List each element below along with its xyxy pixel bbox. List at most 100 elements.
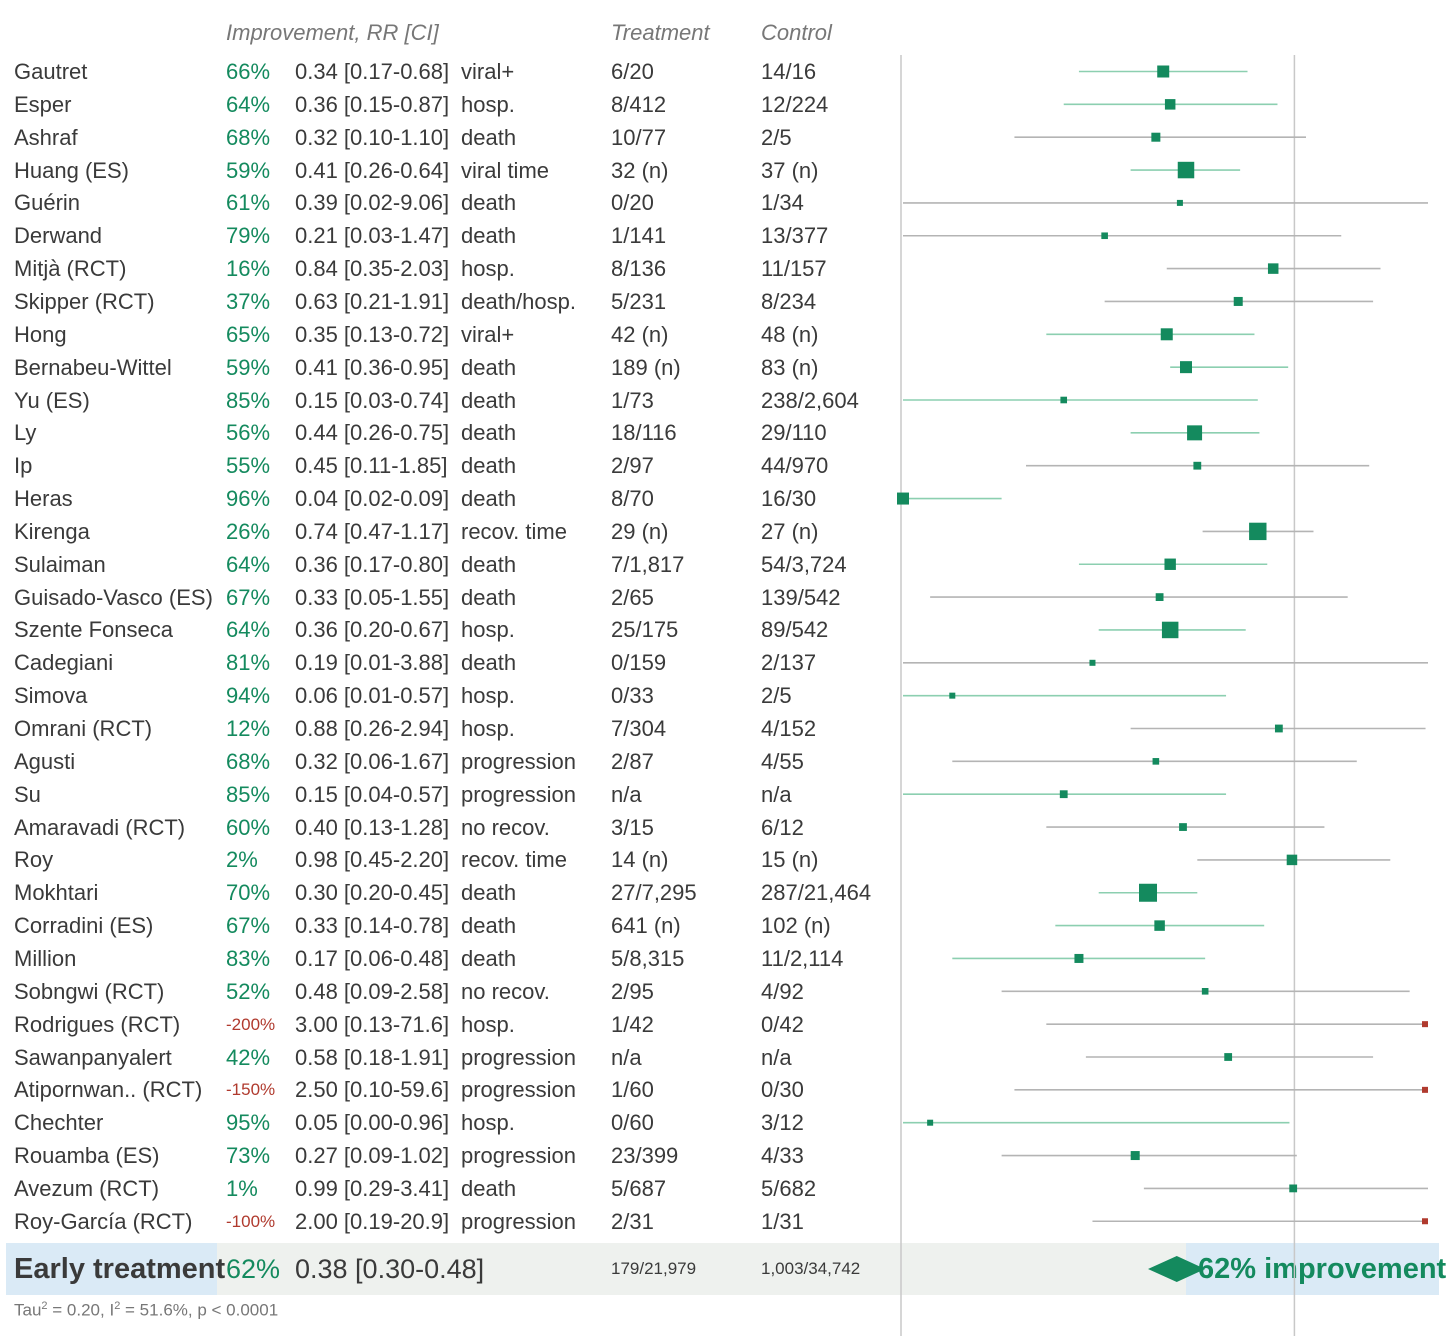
- study-name: Simova: [14, 683, 88, 709]
- study-improvement: 67%: [226, 584, 271, 610]
- study-row: Esper 64% 0.36 [0.15-0.87] hosp. 8/412 12/224: [0, 88, 900, 121]
- study-row: Mitjà (RCT) 16% 0.84 [0.35-2.03] hosp. 8/136…: [0, 252, 900, 285]
- i2-exponent: 2: [114, 1300, 121, 1312]
- study-treatment: 0/159: [611, 650, 667, 676]
- summary-improvement: 62%: [226, 1254, 281, 1284]
- study-treatment: 1/42: [611, 1011, 654, 1037]
- tau-exponent: 2: [41, 1300, 48, 1312]
- study-name: Avezum (RCT): [14, 1175, 160, 1201]
- study-rr: 0.63 [0.21-1.91]: [295, 288, 450, 314]
- study-outcome: no recov.: [461, 978, 550, 1004]
- study-name: Roy: [14, 847, 54, 873]
- study-rr: 0.27 [0.09-1.02]: [295, 1143, 450, 1169]
- study-row: Sobngwi (RCT) 52% 0.48 [0.09-2.58] no recov…: [0, 975, 900, 1008]
- study-improvement: -150%: [226, 1080, 276, 1100]
- study-marker: [1060, 396, 1068, 404]
- summary-control: 1,003/34,742: [761, 1259, 861, 1278]
- study-treatment: 641 (n): [611, 913, 681, 939]
- study-control: 139/542: [761, 584, 841, 610]
- study-name: Heras: [14, 486, 73, 512]
- study-improvement: 64%: [226, 551, 271, 577]
- study-row: Guisado-Vasco (ES) 67% 0.33 [0.05-1.55] dea…: [0, 581, 900, 614]
- study-row: Sulaiman 64% 0.36 [0.17-0.80] death 7/1,817 5…: [0, 548, 900, 581]
- study-name: Rodrigues (RCT): [14, 1011, 181, 1037]
- study-marker: [1164, 558, 1176, 570]
- study-row: Derwand 79% 0.21 [0.03-1.47] death 1/141 13/3…: [0, 219, 900, 252]
- study-control: 12/224: [761, 91, 829, 117]
- study-marker: [1274, 724, 1283, 733]
- study-control: n/a: [761, 781, 792, 807]
- study-control: 37 (n): [761, 157, 819, 183]
- study-name: Esper: [14, 91, 72, 117]
- study-marker: [949, 692, 956, 699]
- study-control: 3/12: [761, 1110, 804, 1136]
- study-outcome: hosp.: [461, 716, 515, 741]
- study-marker: [1157, 65, 1170, 78]
- study-control: 29/110: [761, 420, 827, 446]
- study-marker: [1224, 1053, 1233, 1061]
- study-name: Rouamba (ES): [14, 1143, 160, 1169]
- study-outcome: death: [461, 913, 517, 939]
- study-marker: [1155, 593, 1164, 601]
- study-rr: 0.41 [0.26-0.64]: [295, 157, 450, 183]
- study-marker: [1176, 199, 1183, 206]
- study-rr: 0.88 [0.26-2.94]: [295, 716, 450, 741]
- study-outcome: hosp.: [461, 256, 515, 282]
- study-treatment: 5/231: [611, 288, 667, 314]
- study-outcome: death: [461, 223, 517, 249]
- study-improvement: 96%: [226, 486, 271, 512]
- study-row: Mokhtari 70% 0.30 [0.20-0.45] death 27/7,295…: [0, 876, 900, 909]
- study-treatment: 27/7,295: [611, 880, 697, 906]
- study-outcome: progression: [461, 748, 576, 774]
- study-control: 48 (n): [761, 321, 819, 347]
- study-rr: 3.00 [0.13-71.6]: [295, 1011, 450, 1037]
- summary-rr: 0.38 [0.30-0.48]: [295, 1254, 485, 1284]
- study-outcome: death: [461, 354, 517, 380]
- study-treatment: 14 (n): [611, 847, 669, 873]
- study-row: Agusti 68% 0.32 [0.06-1.67] progression 2/87…: [0, 745, 900, 778]
- study-row: Omrani (RCT) 12% 0.88 [0.26-2.94] hosp. 7/30…: [0, 712, 900, 745]
- study-control: n/a: [761, 1044, 792, 1070]
- study-improvement: 64%: [226, 617, 271, 643]
- study-control: 4/92: [761, 978, 804, 1004]
- study-outcome: progression: [461, 1077, 576, 1103]
- study-name: Kirenga: [14, 518, 90, 544]
- study-improvement: 59%: [226, 157, 271, 183]
- study-improvement: 2%: [226, 847, 258, 873]
- study-outcome: death: [461, 486, 517, 512]
- study-improvement: 52%: [226, 978, 271, 1004]
- study-marker: [1201, 988, 1209, 995]
- study-name: Bernabeu-Wittel: [14, 354, 172, 380]
- study-row: Bernabeu-Wittel 59% 0.41 [0.36-0.95] death 1…: [0, 351, 900, 384]
- study-outcome: death: [461, 190, 517, 216]
- study-row: Yu (ES) 85% 0.15 [0.03-0.74] death 1/73 238/2…: [0, 384, 900, 417]
- study-rr: 0.45 [0.11-1.85]: [295, 453, 448, 479]
- study-improvement: 68%: [226, 124, 271, 150]
- study-treatment: 1/141: [611, 223, 667, 249]
- study-control: 15 (n): [761, 847, 819, 873]
- study-rr: 0.39 [0.02-9.06]: [295, 190, 450, 216]
- study-marker: [1164, 99, 1176, 110]
- study-improvement: 1%: [226, 1175, 258, 1201]
- study-improvement: 94%: [226, 683, 271, 709]
- study-outcome: progression: [461, 1044, 576, 1070]
- study-improvement: 95%: [226, 1110, 271, 1136]
- study-improvement: 65%: [226, 321, 271, 347]
- study-treatment: 0/20: [611, 190, 654, 216]
- study-row: Corradini (ES) 67% 0.33 [0.14-0.78] death 64…: [0, 909, 900, 942]
- study-improvement: 42%: [226, 1044, 271, 1070]
- study-treatment: 2/95: [611, 978, 654, 1004]
- study-marker: [1187, 425, 1203, 441]
- header-improvement: Improvement, RR [CI]: [226, 20, 439, 45]
- study-marker: [1422, 1218, 1428, 1225]
- study-rr: 0.05 [0.00-0.96]: [295, 1110, 450, 1136]
- summary-result-background: [1186, 1243, 1439, 1295]
- study-marker: [1249, 522, 1267, 541]
- study-marker: [1193, 461, 1202, 470]
- study-name: Mokhtari: [14, 880, 99, 906]
- study-marker: [927, 1119, 934, 1126]
- study-control: 6/12: [761, 814, 804, 840]
- study-control: 102 (n): [761, 913, 831, 939]
- study-rr: 0.15 [0.04-0.57]: [295, 781, 450, 807]
- study-row: Million 83% 0.17 [0.06-0.48] death 5/8,315 11…: [0, 942, 900, 975]
